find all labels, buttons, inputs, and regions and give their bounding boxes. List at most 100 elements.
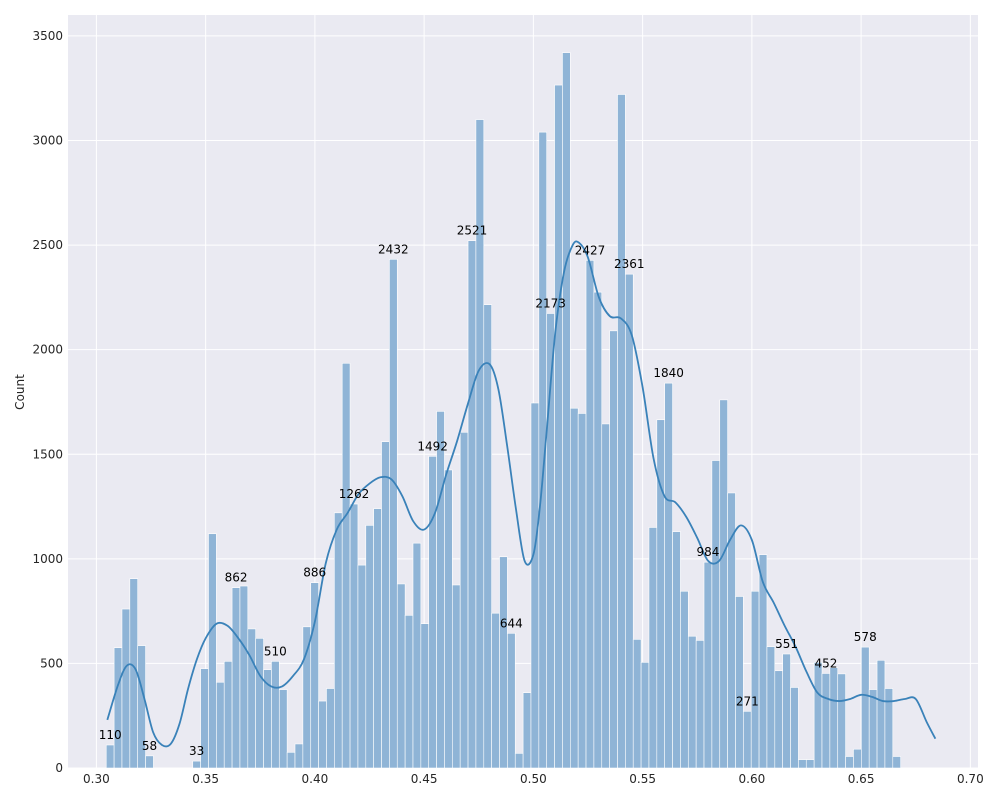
histogram-bar: [758, 554, 768, 769]
y-axis-title: Count: [13, 374, 27, 410]
histogram-bar: [821, 673, 831, 769]
histogram-bar: [853, 748, 862, 769]
histogram-bar: [861, 646, 870, 769]
bar-value-label: 578: [854, 630, 877, 644]
x-tick-label: 0.45: [411, 772, 438, 786]
histogram-bar: [640, 662, 650, 769]
histogram-bar: [829, 667, 839, 769]
x-axis-ticks: 0.30 0.35 0.40 0.45 0.50 0.55 0.60 0.65 0.70: [83, 772, 984, 786]
histogram-bar: [711, 460, 721, 769]
x-tick-label: 0.60: [739, 772, 766, 786]
y-tick-label: 1000: [32, 552, 63, 566]
x-tick-label: 0.40: [302, 772, 329, 786]
histogram-bar: [719, 399, 728, 769]
histogram-bar: [499, 556, 508, 769]
histogram-bar: [876, 659, 886, 769]
y-axis-ticks: 0 500 1000 1500 2000 2500 3000 3500: [32, 29, 63, 775]
histogram-bar: [884, 688, 894, 769]
histogram-bar: [782, 653, 791, 769]
histogram-bar: [381, 441, 390, 769]
histogram-bar: [577, 413, 587, 769]
y-tick-label: 2000: [32, 343, 63, 357]
histogram-bar: [436, 411, 445, 769]
histogram-bar: [625, 273, 634, 769]
histogram-bar: [554, 84, 563, 769]
histogram-bar: [341, 362, 351, 769]
histogram-bar: [365, 525, 374, 769]
bar-value-label: 58: [142, 739, 157, 753]
histogram-bar: [743, 711, 752, 769]
histogram-bar: [491, 612, 500, 769]
x-tick-label: 0.30: [83, 772, 110, 786]
histogram-bar: [507, 632, 516, 769]
x-tick-label: 0.70: [957, 772, 984, 786]
histogram-bar: [601, 423, 610, 769]
histogram-bar: [208, 533, 217, 769]
histogram-bar: [278, 689, 288, 769]
bar-value-label: 644: [500, 616, 523, 630]
histogram-bar: [483, 304, 492, 769]
histogram-bar: [113, 647, 123, 769]
histogram-bar: [868, 689, 878, 769]
bar-value-label: 886: [303, 566, 326, 580]
bar-value-label: 2521: [457, 224, 488, 238]
histogram-bar: [318, 700, 327, 769]
histogram-bar: [286, 752, 296, 769]
histogram-bar: [294, 743, 304, 769]
histogram-bar: [813, 662, 823, 769]
plot-background: [68, 15, 978, 768]
histogram-bar: [837, 673, 846, 769]
histogram-bar: [562, 52, 571, 769]
histogram-bar: [530, 402, 540, 769]
histogram-bar: [192, 760, 201, 769]
histogram-bar: [373, 508, 382, 769]
bar-value-label: 2427: [575, 243, 606, 257]
histogram-bar: [845, 756, 854, 769]
histogram-bar: [522, 692, 532, 769]
histogram-bar: [475, 119, 485, 769]
histogram-bar: [412, 542, 422, 769]
bar-value-label: 2173: [535, 296, 566, 310]
histogram-bar: [271, 661, 280, 769]
histogram-bar: [609, 330, 618, 769]
histogram-bar: [687, 635, 697, 769]
y-tick-label: 3000: [32, 134, 63, 148]
histogram-bar: [459, 431, 469, 769]
x-tick-label: 0.50: [520, 772, 547, 786]
histogram-bar: [617, 94, 626, 769]
histogram-bar: [750, 590, 760, 769]
histogram-bar: [467, 240, 477, 769]
histogram-bar: [444, 469, 453, 769]
histogram-bar: [428, 456, 437, 769]
histogram-bar: [798, 759, 807, 769]
histogram-bar: [231, 587, 241, 769]
histogram-bar: [396, 583, 406, 769]
histogram-bar: [420, 623, 430, 769]
x-tick-label: 0.55: [629, 772, 656, 786]
bar-value-label: 271: [736, 694, 759, 708]
bar-value-label: 551: [775, 637, 798, 651]
histogram-bar: [239, 585, 249, 769]
histogram-bar: [223, 661, 233, 769]
histogram-bars: [105, 52, 901, 769]
histogram-bar: [334, 512, 343, 769]
bar-value-label: 110: [99, 728, 122, 742]
bar-value-label: 33: [189, 744, 204, 758]
histogram-bar: [357, 564, 367, 769]
bar-value-label: 984: [696, 545, 719, 559]
histogram-bar: [247, 628, 256, 769]
bar-value-label: 452: [814, 656, 837, 670]
y-tick-label: 2500: [32, 238, 63, 252]
bar-value-label: 2432: [378, 242, 409, 256]
histogram-bar: [593, 291, 603, 769]
histogram-bar: [648, 527, 658, 769]
bar-value-label: 1262: [339, 487, 370, 501]
y-tick-label: 1500: [32, 447, 63, 461]
histogram-bar: [790, 687, 799, 769]
y-tick-label: 0: [55, 761, 63, 775]
histogram-bar: [514, 753, 524, 769]
histogram-bar: [326, 688, 335, 769]
histogram-bar: [570, 407, 579, 769]
histogram-bar: [703, 561, 713, 769]
